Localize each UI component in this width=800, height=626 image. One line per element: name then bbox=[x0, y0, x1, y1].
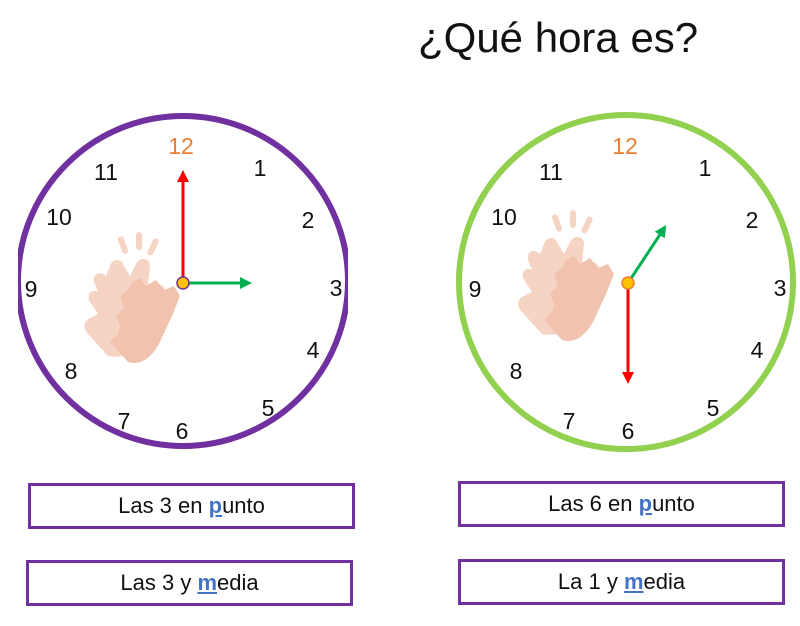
clock-right-number-9: 9 bbox=[469, 276, 482, 302]
option-text-post: unto bbox=[652, 491, 695, 516]
clock-left-number-4: 4 bbox=[307, 337, 320, 363]
option-text-highlight: m bbox=[623, 569, 644, 594]
clock-right-number-4: 4 bbox=[751, 337, 764, 363]
clock-right-number-6: 6 bbox=[622, 418, 635, 444]
clock-left-number-8: 8 bbox=[65, 358, 78, 384]
answer-option-left-2[interactable]: Las 3 y m edia bbox=[26, 560, 353, 606]
clock-left-number-5: 5 bbox=[262, 395, 275, 421]
clock-right-number-11: 11 bbox=[539, 159, 563, 185]
option-text-pre: La 1 y bbox=[557, 569, 624, 594]
option-text-pre: Las 6 en bbox=[548, 491, 639, 516]
clapping-hands-icon bbox=[518, 210, 614, 342]
answer-option-right-1[interactable]: Las 6 en p unto bbox=[458, 481, 785, 527]
clock-right-number-3: 3 bbox=[774, 275, 787, 301]
clock-right-number-1: 1 bbox=[699, 155, 712, 181]
answer-option-right-2[interactable]: La 1 y m edia bbox=[458, 559, 785, 605]
option-text-post: edia bbox=[217, 570, 259, 595]
page-title: ¿Qué hora es? bbox=[418, 14, 699, 61]
clock-right-number-5: 5 bbox=[707, 395, 720, 421]
clock-face bbox=[456, 112, 796, 452]
clock-face bbox=[18, 113, 348, 449]
clock-left: 12 1 2 3 4 5 6 7 8 9 10 11 bbox=[18, 113, 348, 449]
clock-right-number-7: 7 bbox=[563, 408, 576, 434]
clock-left-number-7: 7 bbox=[118, 408, 131, 434]
clock-left-number-11: 11 bbox=[94, 159, 118, 185]
clock-left-number-6: 6 bbox=[176, 418, 189, 444]
clock-left-number-3: 3 bbox=[330, 275, 343, 301]
clock-left-number-12: 12 bbox=[168, 133, 194, 159]
hour-hand bbox=[626, 224, 667, 284]
option-text-highlight: p bbox=[208, 493, 223, 518]
option-text-highlight: p bbox=[638, 491, 653, 516]
clapping-hands-icon bbox=[84, 232, 180, 364]
clock-left-number-1: 1 bbox=[254, 155, 267, 181]
clock-left-number-9: 9 bbox=[25, 276, 38, 302]
clock-center-pin bbox=[176, 276, 190, 290]
option-text-highlight: m bbox=[197, 570, 217, 595]
clock-right-number-2: 2 bbox=[746, 207, 759, 233]
option-text-pre: Las 3 y bbox=[120, 570, 198, 595]
option-text-post: edia bbox=[643, 569, 686, 594]
clock-right-number-8: 8 bbox=[510, 358, 523, 384]
answer-option-left-1[interactable]: Las 3 en p unto bbox=[28, 483, 355, 529]
option-text-pre: Las 3 en bbox=[118, 493, 209, 518]
clock-center-pin bbox=[621, 276, 635, 290]
option-text-post: unto bbox=[222, 493, 265, 518]
clock-left-number-2: 2 bbox=[302, 207, 315, 233]
clock-left-number-10: 10 bbox=[46, 204, 72, 230]
clock-right-number-12: 12 bbox=[612, 133, 638, 159]
clock-right: 12 1 2 3 4 5 6 7 8 9 10 11 bbox=[456, 112, 796, 452]
clock-right-number-10: 10 bbox=[491, 204, 517, 230]
